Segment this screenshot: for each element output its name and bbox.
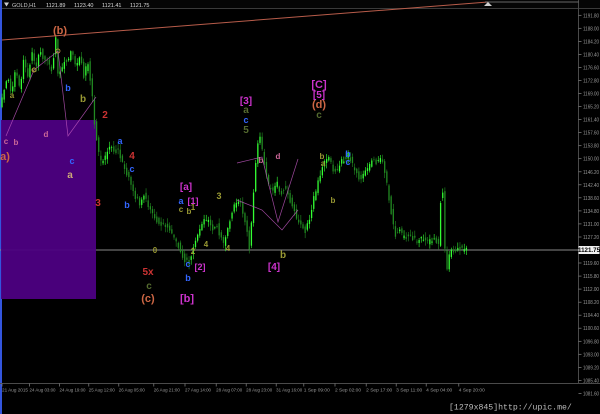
svg-text:a: a: [10, 91, 15, 100]
svg-text:d: d: [44, 130, 49, 139]
svg-text:b: b: [124, 200, 130, 210]
svg-text:1180.40: 1180.40: [583, 52, 599, 58]
svg-text:c: c: [129, 164, 134, 174]
svg-text:1121.89: 1121.89: [46, 3, 65, 9]
svg-text:24 Aug 03:00: 24 Aug 03:00: [30, 388, 57, 393]
svg-text:2: 2: [191, 247, 196, 256]
svg-text:(b): (b): [53, 25, 67, 37]
svg-text:b: b: [331, 196, 336, 205]
svg-text:28 Aug 23:00: 28 Aug 23:00: [246, 388, 273, 393]
svg-text:1138.60: 1138.60: [583, 196, 599, 202]
svg-text:26 Aug 21:00: 26 Aug 21:00: [154, 388, 181, 393]
svg-text:b: b: [280, 250, 286, 261]
svg-text:c: c: [179, 205, 184, 214]
svg-text:a: a: [321, 159, 326, 168]
svg-text:1127.20: 1127.20: [583, 235, 599, 241]
svg-text:26 Aug 05:00: 26 Aug 05:00: [119, 388, 146, 393]
svg-text:5x: 5x: [142, 267, 154, 278]
svg-text:[a]: [a]: [180, 182, 192, 193]
svg-text:c: c: [69, 156, 74, 166]
svg-text:1172.80: 1172.80: [583, 79, 599, 85]
svg-text:1108.20: 1108.20: [583, 300, 599, 306]
svg-text:27 Aug 14:00: 27 Aug 14:00: [185, 388, 212, 393]
svg-text:c: c: [316, 110, 322, 121]
svg-text:31 Aug 16:00: 31 Aug 16:00: [276, 388, 303, 393]
svg-text:1121.75: 1121.75: [130, 3, 149, 9]
svg-text:b: b: [80, 94, 86, 105]
svg-text:1188.00: 1188.00: [583, 26, 599, 32]
svg-text:4: 4: [226, 244, 231, 253]
svg-text:2: 2: [102, 110, 108, 121]
svg-text:1085.40: 1085.40: [583, 378, 599, 384]
svg-text:[b]: [b]: [180, 293, 194, 305]
svg-text:4: 4: [204, 240, 209, 249]
svg-text:1153.80: 1153.80: [583, 144, 599, 150]
svg-text:2 Sep 02:00: 2 Sep 02:00: [335, 388, 362, 393]
svg-text:c: c: [32, 65, 37, 74]
svg-text:1134.80: 1134.80: [583, 209, 599, 215]
svg-text:1150.00: 1150.00: [583, 157, 599, 163]
svg-text:28 Aug 07:00: 28 Aug 07:00: [216, 388, 243, 393]
svg-text:d: d: [276, 152, 281, 161]
svg-text:a: a: [67, 170, 73, 181]
svg-text:c: c: [4, 137, 9, 146]
svg-text:21 Aug 2015: 21 Aug 2015: [2, 388, 29, 393]
svg-text:1123.40: 1123.40: [74, 3, 93, 9]
svg-text:1169.00: 1169.00: [583, 92, 599, 98]
svg-text:1104.40: 1104.40: [583, 313, 599, 319]
svg-text:3: 3: [216, 191, 221, 201]
svg-text:1121.75: 1121.75: [578, 247, 600, 254]
svg-text:GOLD,H1: GOLD,H1: [12, 3, 36, 9]
svg-text:1112.00: 1112.00: [583, 287, 599, 293]
svg-text:1165.20: 1165.20: [583, 105, 599, 111]
svg-text:c: c: [185, 259, 190, 269]
svg-text:1191.80: 1191.80: [583, 13, 599, 19]
svg-text:c: c: [146, 281, 152, 292]
svg-text:4: 4: [129, 151, 135, 162]
svg-text:c: c: [243, 115, 248, 125]
svg-text:1146.20: 1146.20: [583, 170, 599, 176]
svg-text:1096.80: 1096.80: [583, 339, 599, 345]
svg-text:[4]: [4]: [268, 262, 280, 273]
svg-text:1 Sep 09:00: 1 Sep 09:00: [304, 388, 331, 393]
svg-text:0: 0: [153, 246, 158, 255]
svg-text:3 Sep 11:00: 3 Sep 11:00: [396, 388, 423, 393]
svg-text:b: b: [14, 138, 19, 147]
svg-text:c: c: [345, 157, 350, 167]
svg-text:1089.20: 1089.20: [583, 365, 599, 371]
svg-text:1142.40: 1142.40: [583, 183, 599, 189]
svg-text:1176.60: 1176.60: [583, 65, 599, 71]
svg-text:1121.41: 1121.41: [102, 3, 121, 9]
svg-text:1115.80: 1115.80: [583, 274, 599, 280]
svg-text:1157.60: 1157.60: [583, 131, 599, 137]
svg-text:4 Sep 04:00: 4 Sep 04:00: [426, 388, 453, 393]
svg-text:a): a): [0, 151, 10, 163]
svg-text:3: 3: [95, 198, 101, 209]
svg-text:4 Sep 20:00: 4 Sep 20:00: [459, 388, 486, 393]
svg-text:[2]: [2]: [195, 262, 206, 272]
svg-text:1131.00: 1131.00: [583, 222, 599, 228]
svg-text:2 Sep 17:00: 2 Sep 17:00: [366, 388, 393, 393]
svg-text:25 Aug 12:00: 25 Aug 12:00: [89, 388, 116, 393]
svg-text:b: b: [65, 83, 71, 93]
svg-text:1184.20: 1184.20: [583, 39, 599, 45]
svg-text:1119.60: 1119.60: [583, 261, 599, 267]
svg-text:1161.40: 1161.40: [583, 118, 599, 124]
svg-text:1100.60: 1100.60: [583, 326, 599, 332]
svg-text:1: 1: [191, 203, 196, 212]
svg-text:5: 5: [243, 125, 249, 136]
svg-text:24 Aug 19:00: 24 Aug 19:00: [60, 388, 87, 393]
svg-text:b: b: [185, 273, 191, 283]
svg-text:[1279x845]http://upic.me/: [1279x845]http://upic.me/: [449, 403, 572, 413]
svg-text:(c): (c): [141, 293, 155, 305]
svg-text:b: b: [259, 156, 264, 165]
svg-text:1093.00: 1093.00: [583, 352, 599, 358]
svg-text:1081.60: 1081.60: [583, 391, 599, 397]
